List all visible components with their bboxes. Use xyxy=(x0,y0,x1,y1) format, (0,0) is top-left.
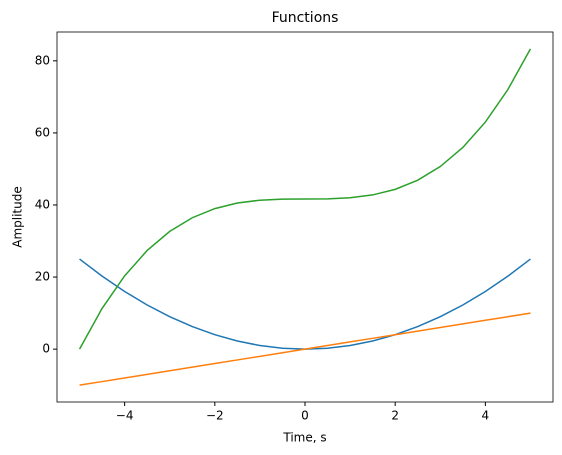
plot-frame xyxy=(56,31,554,403)
y-tick-label: 80 xyxy=(35,53,50,67)
x-tick-label: −2 xyxy=(206,409,224,423)
x-tick-label: 2 xyxy=(391,409,399,423)
y-axis-label: Amplitude xyxy=(11,186,25,248)
y-tick-label: 40 xyxy=(35,197,50,211)
line-series xyxy=(78,48,532,350)
x-tick-label: −4 xyxy=(116,409,134,423)
x-axis-label: Time, s xyxy=(282,431,326,445)
y-tick-label: 60 xyxy=(35,125,50,139)
line-series xyxy=(79,312,531,386)
line-series xyxy=(79,258,531,350)
x-tick-label: 0 xyxy=(301,409,309,423)
y-tick-label: 20 xyxy=(35,270,50,284)
chart-title: Functions xyxy=(272,10,339,26)
x-tick-label: 4 xyxy=(482,409,490,423)
y-tick-label: 0 xyxy=(42,342,50,356)
